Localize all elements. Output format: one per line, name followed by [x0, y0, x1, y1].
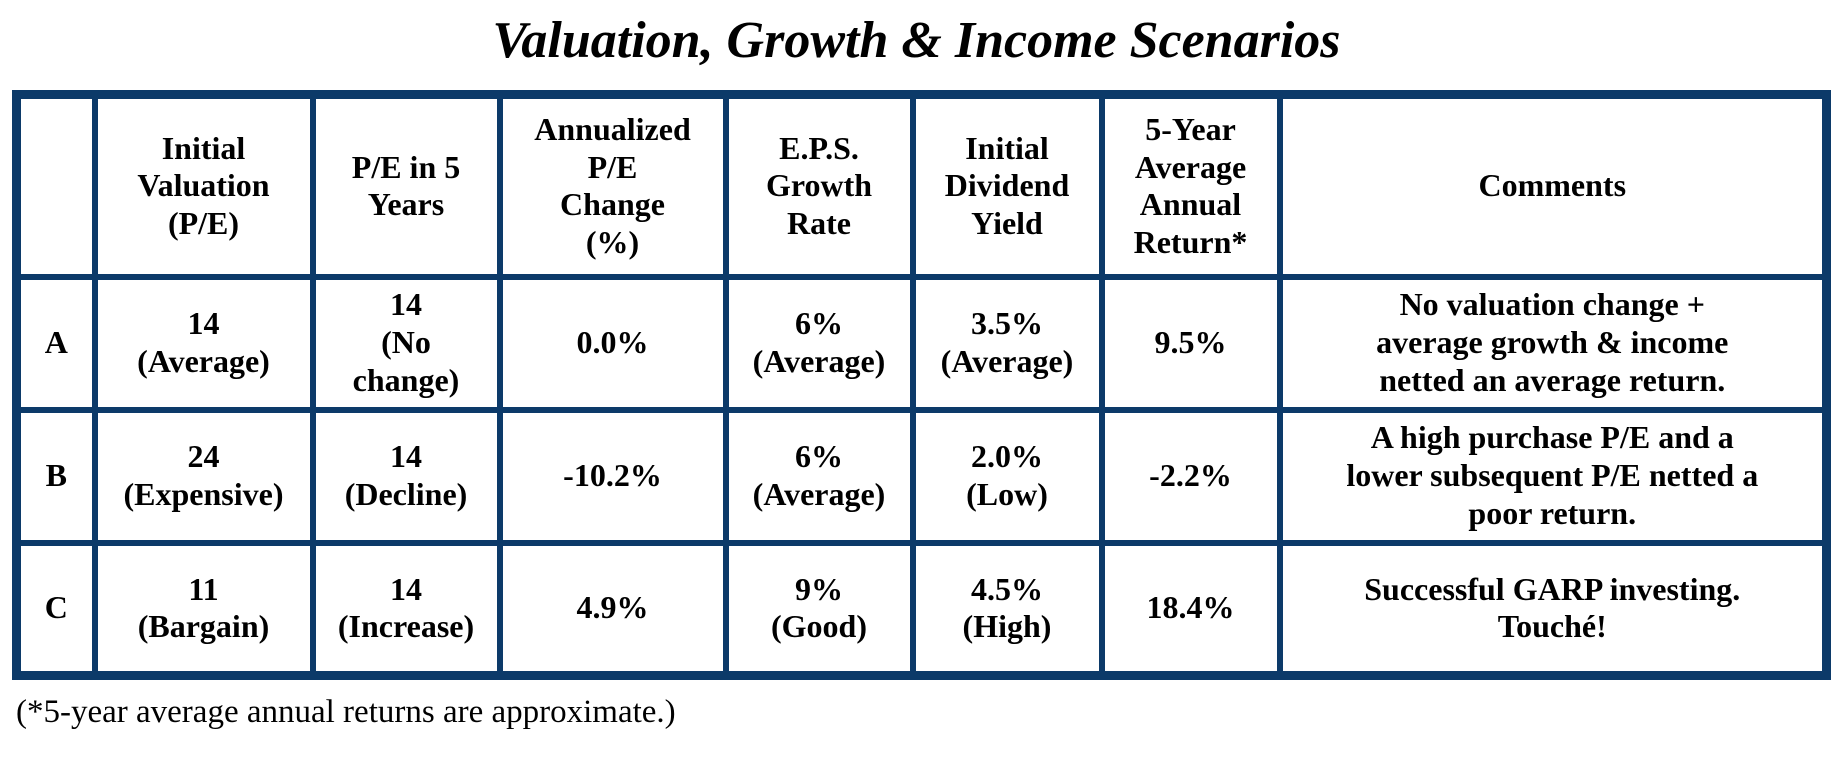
row-c-annualized-pe-change: 4.9%	[496, 539, 729, 679]
header-pe-in-5-years: P/E in 5 Years	[309, 91, 503, 280]
table-header-row: Initial Valuation (P/E) P/E in 5 Years A…	[13, 91, 1830, 280]
table-row-b: B 24 (Expensive) 14 (Decline) -10.2% 6% …	[13, 406, 1830, 546]
row-b-label: B	[13, 406, 98, 546]
row-b-five-year-return: -2.2%	[1098, 406, 1283, 546]
row-b-comments: A high purchase P/E and a lower subseque…	[1276, 406, 1830, 546]
row-b-pe-in-5-years: 14 (Decline)	[309, 406, 503, 546]
row-c-comments: Successful GARP investing. Touché!	[1276, 539, 1830, 679]
row-c-label: C	[13, 539, 98, 679]
row-a-comments: No valuation change + average growth & i…	[1276, 273, 1830, 413]
header-annualized-pe-change: Annualized P/E Change (%)	[496, 91, 729, 280]
row-c-eps-growth-rate: 9% (Good)	[722, 539, 916, 679]
row-c-five-year-return: 18.4%	[1098, 539, 1283, 679]
row-a-initial-valuation: 14 (Average)	[91, 273, 316, 413]
header-eps-growth-rate: E.P.S. Growth Rate	[722, 91, 916, 280]
row-a-label: A	[13, 273, 98, 413]
row-c-initial-valuation: 11 (Bargain)	[91, 539, 316, 679]
header-initial-dividend-yield: Initial Dividend Yield	[909, 91, 1105, 280]
table-row-c: C 11 (Bargain) 14 (Increase) 4.9% 9% (Go…	[13, 539, 1830, 679]
header-comments: Comments	[1276, 91, 1830, 280]
row-b-initial-valuation: 24 (Expensive)	[91, 406, 316, 546]
row-b-eps-growth-rate: 6% (Average)	[722, 406, 916, 546]
row-b-initial-dividend-yield: 2.0% (Low)	[909, 406, 1105, 546]
row-a-eps-growth-rate: 6% (Average)	[722, 273, 916, 413]
header-initial-valuation: Initial Valuation (P/E)	[91, 91, 316, 280]
header-five-year-return: 5-Year Average Annual Return*	[1098, 91, 1283, 280]
scenarios-table: Initial Valuation (P/E) P/E in 5 Years A…	[12, 90, 1831, 680]
row-a-annualized-pe-change: 0.0%	[496, 273, 729, 413]
row-c-initial-dividend-yield: 4.5% (High)	[909, 539, 1105, 679]
header-row-label	[13, 91, 98, 280]
table-row-a: A 14 (Average) 14 (No change) 0.0% 6% (A…	[13, 273, 1830, 413]
page-title: Valuation, Growth & Income Scenarios	[492, 12, 1341, 69]
row-a-initial-dividend-yield: 3.5% (Average)	[909, 273, 1105, 413]
footnote: (*5-year average annual returns are appr…	[16, 694, 676, 730]
row-a-pe-in-5-years: 14 (No change)	[309, 273, 503, 413]
row-b-annualized-pe-change: -10.2%	[496, 406, 729, 546]
row-c-pe-in-5-years: 14 (Increase)	[309, 539, 503, 679]
row-a-five-year-return: 9.5%	[1098, 273, 1283, 413]
